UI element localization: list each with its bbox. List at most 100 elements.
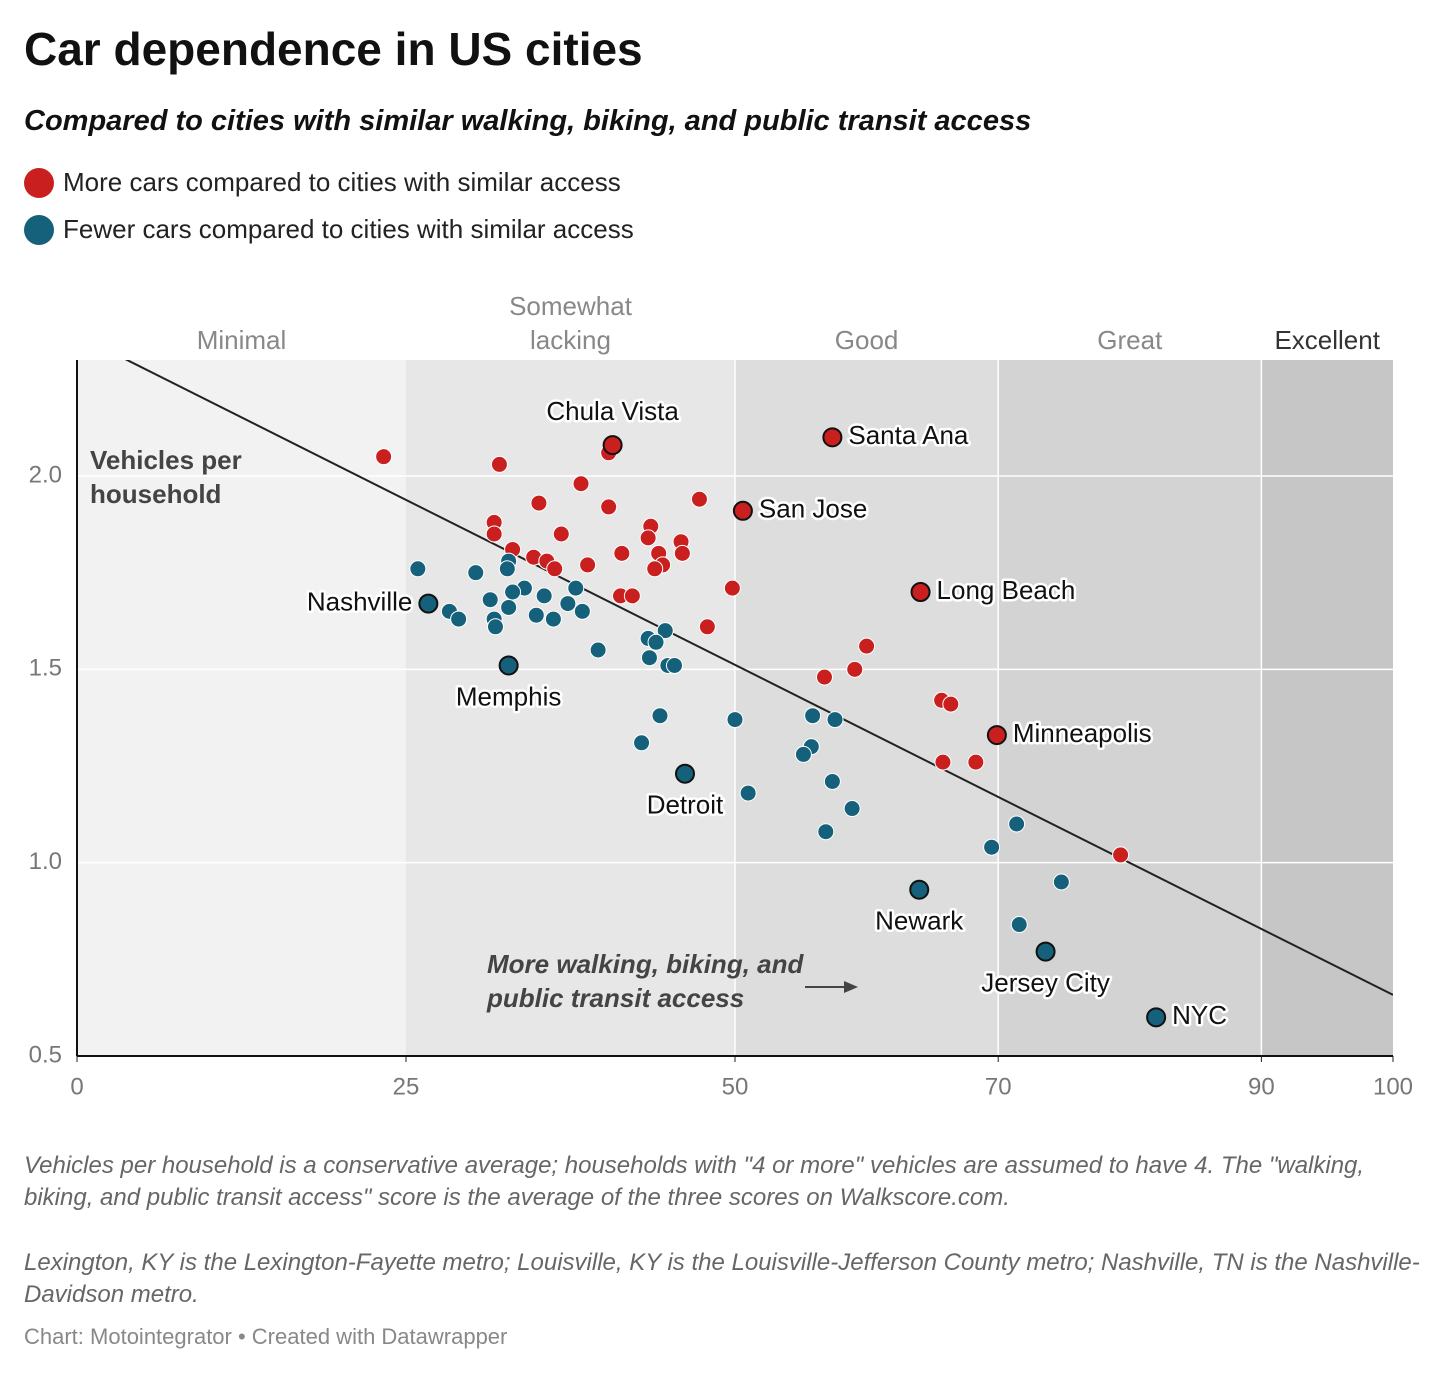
legend-item: More cars compared to cities with simila… xyxy=(24,167,621,198)
scatter-point xyxy=(546,560,564,578)
scatter-point xyxy=(490,455,508,473)
chart-title: Car dependence in US cities xyxy=(24,23,643,75)
scatter-point xyxy=(804,707,822,725)
scatter-point xyxy=(486,618,504,636)
legend-label: Fewer cars compared to cities with simil… xyxy=(63,214,634,244)
x-tick-label: 100 xyxy=(1373,1073,1413,1100)
legend-swatch xyxy=(24,214,54,245)
band-label: Great xyxy=(1097,325,1163,355)
note: Vehicles per household is a conservative… xyxy=(24,1152,1365,1211)
band-label: Somewhat lacking xyxy=(509,291,632,355)
point-label: Jersey City xyxy=(981,967,1110,997)
scatter-point xyxy=(640,649,658,667)
y-tick-label: 1.5 xyxy=(29,655,62,682)
scatter-point xyxy=(589,641,607,659)
scatter-point xyxy=(673,544,691,562)
scatter-point xyxy=(843,800,861,818)
scatter-point xyxy=(967,753,985,771)
source: Chart: Motointegrator • Created with Dat… xyxy=(24,1324,508,1349)
annotation-arrowhead xyxy=(844,981,858,993)
scatter-point xyxy=(418,593,439,614)
scatter-point xyxy=(726,711,744,729)
scatter-point xyxy=(481,591,499,609)
scatter-point xyxy=(723,579,741,597)
scatter-point xyxy=(1010,916,1028,934)
point-label: Minneapolis xyxy=(1013,718,1152,748)
x-tick-label: 0 xyxy=(70,1073,83,1100)
scatter-point xyxy=(986,725,1007,746)
point-label: Newark xyxy=(875,906,964,936)
point-label: Detroit xyxy=(647,790,724,820)
legend-item: Fewer cars compared to cities with simil… xyxy=(24,214,634,245)
point-label: Memphis xyxy=(456,681,561,711)
scatter-point xyxy=(934,753,952,771)
scatter-point xyxy=(942,695,960,713)
x-tick-label: 50 xyxy=(722,1073,749,1100)
scatter-point xyxy=(613,544,631,562)
point-label: San Jose xyxy=(759,494,867,524)
scatter-point xyxy=(450,610,468,628)
scatter-point xyxy=(910,582,931,602)
scatter-point xyxy=(1112,846,1130,864)
scatter-point xyxy=(535,587,553,605)
scatter-point xyxy=(467,564,485,582)
scatter-point xyxy=(579,556,597,574)
y-tick-label: 2.0 xyxy=(29,461,62,488)
scatter-point xyxy=(739,784,757,802)
scatter-point xyxy=(572,475,590,493)
trend-line xyxy=(124,360,1393,996)
scatter-point xyxy=(674,763,695,784)
scatter-point xyxy=(647,633,665,651)
legend-label: More cars compared to cities with simila… xyxy=(63,167,621,197)
annotation: More walking, biking, and public transit… xyxy=(487,949,804,1013)
y-axis-label: Vehicles per household xyxy=(90,445,242,509)
band-label: Excellent xyxy=(1274,325,1380,355)
scatter-point xyxy=(633,734,651,752)
scatter-point xyxy=(602,435,623,456)
scatter-point xyxy=(623,587,641,605)
scatter-point xyxy=(1008,815,1026,833)
scatter-point xyxy=(639,529,657,547)
scatter-point xyxy=(552,525,570,543)
point-label: Long Beach xyxy=(937,575,1076,605)
scatter-point xyxy=(651,707,669,725)
scatter-point xyxy=(375,448,393,466)
scatter-point xyxy=(698,618,716,636)
scatter-point xyxy=(665,656,683,674)
x-tick-label: 70 xyxy=(985,1073,1012,1100)
scatter-point xyxy=(826,711,844,729)
scatter-point xyxy=(1052,873,1070,891)
scatter-point xyxy=(573,602,591,620)
scatter-point xyxy=(823,772,841,790)
scatter-point xyxy=(1146,1007,1167,1028)
scatter-point xyxy=(909,879,930,900)
scatter-point xyxy=(690,490,708,508)
scatter-point xyxy=(498,560,516,578)
scatter-point xyxy=(817,823,835,841)
scatter-point xyxy=(656,622,674,640)
band xyxy=(1261,360,1393,1056)
scatter-point xyxy=(567,579,585,597)
x-tick-label: 25 xyxy=(393,1073,420,1100)
scatter-point xyxy=(646,560,664,578)
scatter-point xyxy=(858,637,876,655)
y-tick-label: 0.5 xyxy=(29,1041,62,1068)
scatter-point xyxy=(732,500,753,521)
scatter-point xyxy=(485,525,503,543)
point-label: Chula Vista xyxy=(546,396,679,426)
band-label: Good xyxy=(834,325,899,355)
scatter-point xyxy=(1035,941,1056,962)
scatter-point xyxy=(544,610,562,628)
band-label: Minimal xyxy=(196,325,287,355)
scatter-point xyxy=(822,427,843,448)
legend-swatch xyxy=(24,167,54,198)
scatter-point xyxy=(600,498,618,516)
point-label: NYC xyxy=(1172,1000,1227,1030)
scatter-point xyxy=(559,595,577,613)
scatter-point xyxy=(794,745,812,763)
point-label: Santa Ana xyxy=(848,420,969,450)
scatter-point xyxy=(498,655,519,676)
scatter-point xyxy=(983,838,1001,856)
chart-subtitle: Compared to cities with similar walking,… xyxy=(24,105,1032,137)
